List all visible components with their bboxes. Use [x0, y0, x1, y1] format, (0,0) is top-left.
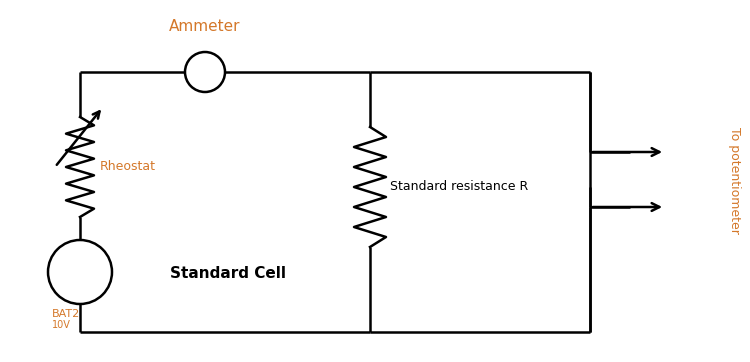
Text: To potentiometer: To potentiometer: [728, 127, 742, 233]
Text: Rheostat: Rheostat: [100, 160, 156, 173]
Text: Ammeter: Ammeter: [170, 19, 241, 34]
Circle shape: [48, 240, 112, 304]
Text: Standard resistance R: Standard resistance R: [390, 181, 528, 194]
Text: Standard Cell: Standard Cell: [170, 266, 286, 282]
Circle shape: [185, 52, 225, 92]
Text: 10V: 10V: [52, 320, 70, 330]
Text: BAT2: BAT2: [52, 309, 80, 319]
